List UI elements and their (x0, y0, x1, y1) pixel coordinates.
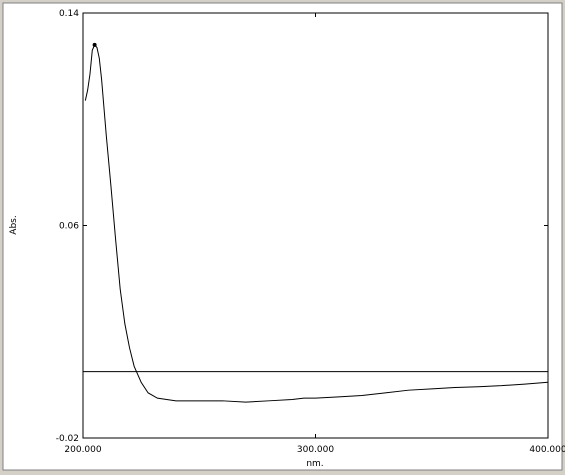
spectrum-line (84, 43, 549, 403)
x-tick-label: 400.000 (529, 445, 565, 455)
peak-marker (92, 42, 97, 47)
y-tick-label: 0.14 (59, 9, 79, 19)
y-tick-label: 0.06 (59, 222, 79, 232)
x-tick-label: 300.000 (297, 445, 334, 455)
plot-area (82, 12, 549, 439)
x-axis-label: nm. (306, 459, 323, 469)
y-axis-label: Abs. (9, 215, 19, 234)
x-tick-label: 200.000 (64, 445, 101, 455)
y-tick-label: -0.02 (56, 434, 79, 444)
